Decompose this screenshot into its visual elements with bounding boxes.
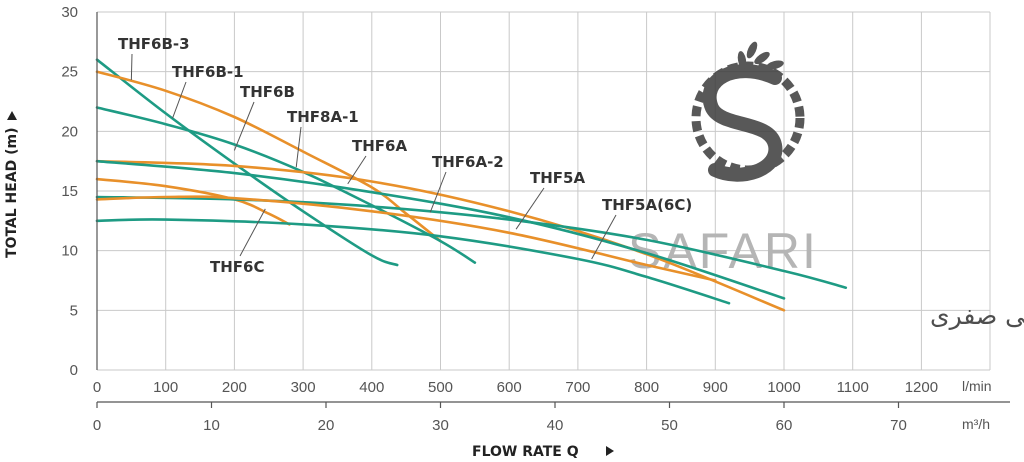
x2-tick-label: 50 (661, 417, 678, 434)
x-tick-label: 800 (634, 379, 659, 396)
curve-thf6b-1 (95, 70, 442, 243)
x-unit-primary: l/min (962, 378, 992, 394)
label-thf5a: THF5A (530, 169, 585, 187)
leader-thf6a-2 (429, 171, 447, 213)
x2-tick-label: 20 (318, 417, 335, 434)
leader-thf6a (347, 155, 367, 185)
x2-tick-label: 70 (890, 417, 907, 434)
y-axis-arrow-icon (7, 111, 17, 120)
x-tick-label: 400 (359, 379, 384, 396)
y-tick-label: 15 (61, 183, 78, 200)
grid (96, 11, 991, 371)
y-tick-label: 25 (61, 64, 78, 81)
label-thf6a-2: THF6A-2 (432, 153, 504, 171)
curves (95, 58, 848, 312)
x2-tick-label: 10 (203, 417, 220, 434)
curve-thf5a-6c (95, 195, 717, 282)
label-thf5a-6c: THF5A(6C) (602, 196, 692, 214)
x-axis-label: FLOW RATE Q (472, 444, 579, 460)
leader-thf6c (239, 208, 266, 257)
curve-annotations: THF6B-3 THF6B-1 THF6B THF8A-1 THF6A THF6A-2 TH… (118, 35, 692, 276)
leader-thf6b-1 (172, 81, 187, 119)
leader-thf6b (233, 101, 255, 151)
safari-logo-icon (691, 41, 805, 182)
y-tick-label: 0 (70, 362, 78, 379)
x-axis-arrow-icon (606, 446, 614, 456)
leader-thf5a-6c (591, 214, 617, 260)
y-tick-label: 5 (70, 302, 78, 319)
watermark-brand-text: SAFARI (628, 223, 818, 279)
x-tick-label: 200 (222, 379, 247, 396)
leader-thf8a-1 (295, 126, 302, 168)
x-tick-label: 1000 (767, 379, 800, 396)
x-tick-label: 500 (428, 379, 453, 396)
x2-tick-label: 60 (776, 417, 793, 434)
label-thf6a: THF6A (352, 137, 407, 155)
x-tick-label: 1100 (837, 379, 869, 396)
label-thf6b: THF6B (240, 83, 295, 101)
x2-tick-label: 0 (93, 417, 101, 434)
curve-thf6b-3 (95, 58, 399, 267)
axes (96, 12, 1010, 408)
label-thf6b-3: THF6B-3 (118, 35, 190, 53)
x-tick-label: 300 (291, 379, 316, 396)
x2-tick-label: 40 (547, 417, 564, 434)
x-tick-label: 900 (703, 379, 728, 396)
curve-thf8a-1 (95, 159, 786, 312)
label-thf6c: THF6C (210, 258, 264, 276)
y-tick-label: 10 (61, 243, 78, 260)
x-tick-label: 1200 (905, 379, 938, 396)
y-tick-label: 30 (61, 4, 78, 21)
x-unit-secondary: m³/h (962, 416, 990, 432)
watermark-subtitle-text: تجهیزات کشاورزی و باغبانی صفری (930, 301, 1024, 331)
x-tick-label: 0 (93, 379, 101, 396)
label-thf6b-1: THF6B-1 (172, 63, 244, 81)
leader-thf5a (515, 187, 545, 230)
curve-thf6c (95, 218, 731, 305)
x-tick-label: 700 (565, 379, 590, 396)
y-tick-label: 20 (61, 123, 78, 140)
y-axis-label: TOTAL HEAD (m) (4, 127, 20, 258)
curve-thf6a (95, 159, 786, 300)
label-thf8a-1: THF8A-1 (287, 108, 359, 126)
safari-watermark: SAFARI تجهیزات کشاورزی و باغبانی صفری (628, 41, 1024, 331)
x2-tick-label: 30 (432, 417, 449, 434)
leader-thf6b-3 (130, 53, 133, 81)
x-tick-label: 600 (497, 379, 522, 396)
x-tick-label: 100 (153, 379, 178, 396)
